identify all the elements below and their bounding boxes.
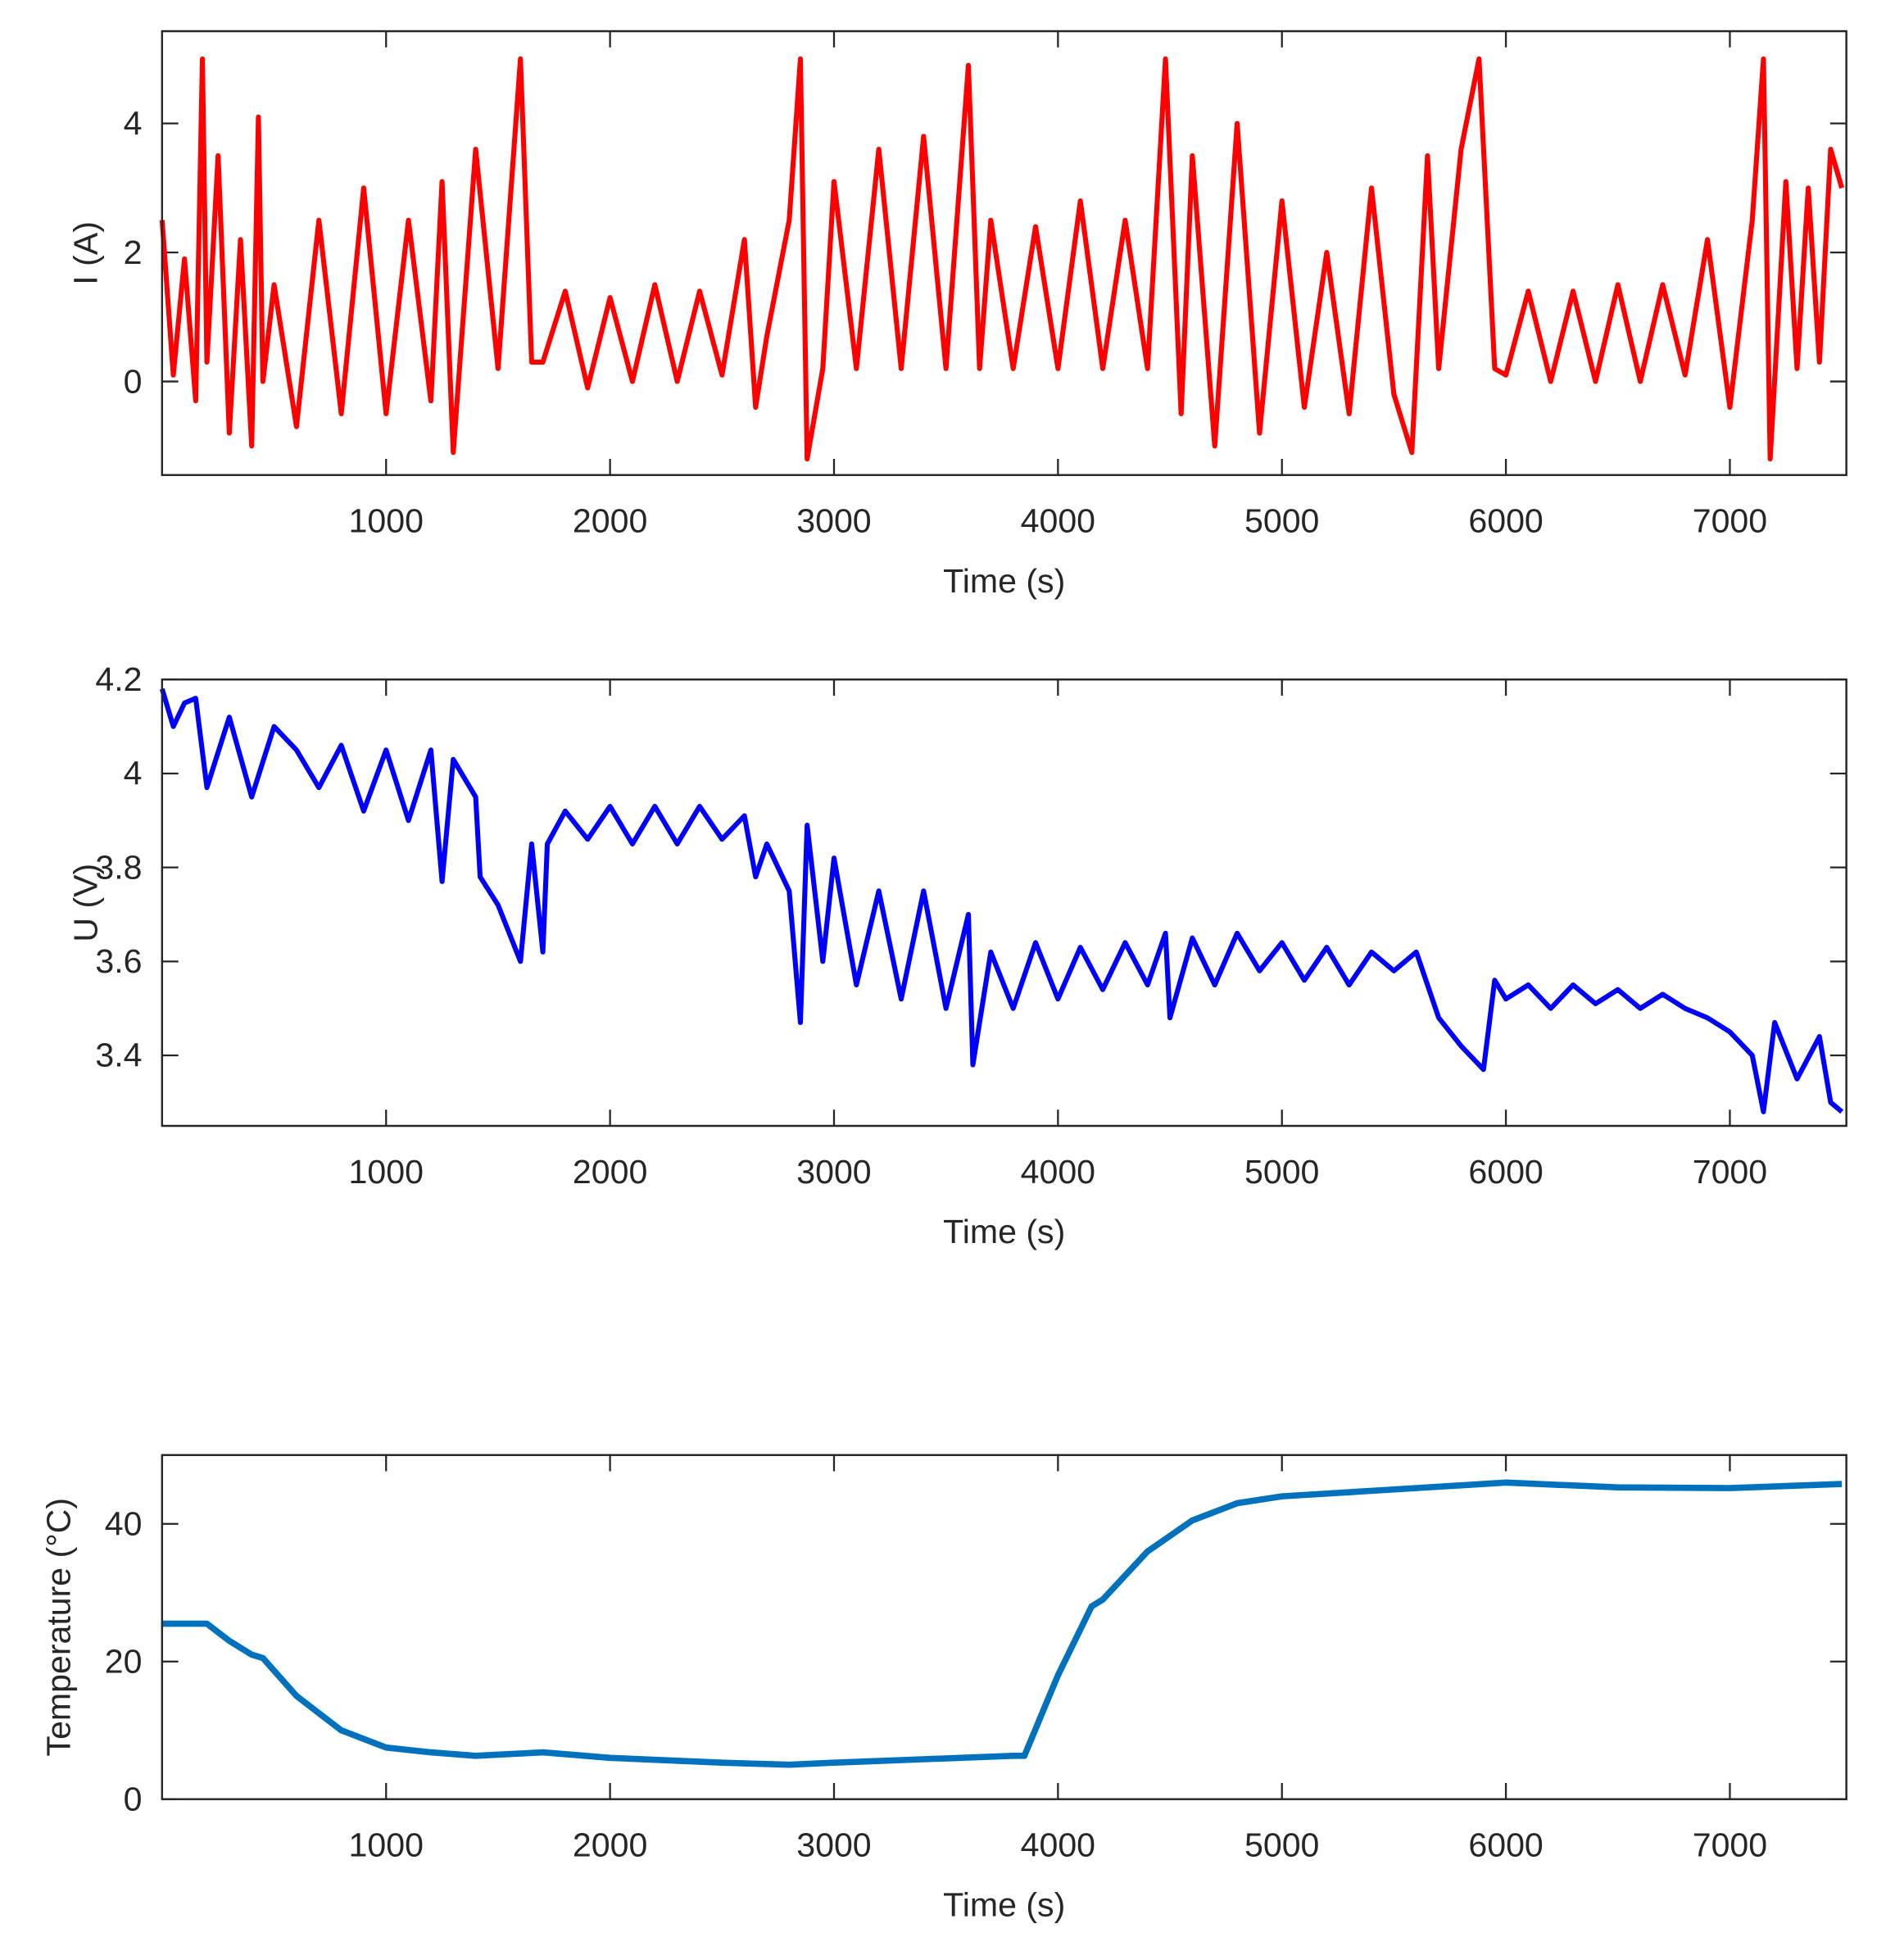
x-tick-label: 4000 (1021, 502, 1095, 540)
x-tick-label: 7000 (1693, 502, 1767, 540)
x-tick-label: 1000 (349, 502, 424, 540)
axes-frame (161, 678, 1847, 1127)
x-tick-label: 6000 (1468, 502, 1543, 540)
x-tick-label: 5000 (1244, 1826, 1319, 1864)
x-tick-label: 6000 (1468, 1153, 1543, 1191)
x-tick-label: 3000 (796, 1826, 871, 1864)
x-tick-label: 1000 (349, 1826, 424, 1864)
y-tick-label: 20 (105, 1642, 143, 1680)
x-tick-label: 4000 (1021, 1826, 1095, 1864)
x-tick-label: 5000 (1244, 502, 1319, 540)
y-axis-label: I (A) (67, 221, 105, 285)
x-tick-label: 1000 (349, 1153, 424, 1191)
x-tick-label: 7000 (1693, 1826, 1767, 1864)
x-axis-label: Time (s) (943, 1886, 1065, 1924)
x-tick-label: 2000 (573, 1153, 647, 1191)
data-line (159, 56, 1845, 462)
x-axis-label: Time (s) (943, 562, 1065, 600)
y-tick-label: 40 (105, 1504, 143, 1542)
y-tick-label: 3.8 (95, 848, 142, 886)
y-tick-label: 3.4 (95, 1037, 142, 1074)
y-tick-label: 0 (124, 1780, 143, 1817)
y-axis-label: U (V) (67, 864, 105, 942)
data-line (159, 687, 1844, 1114)
y-tick-label: 2 (124, 234, 143, 271)
x-tick-label: 2000 (573, 502, 647, 540)
x-tick-label: 3000 (796, 1153, 871, 1191)
axes-frame (161, 29, 1847, 476)
x-tick-label: 2000 (573, 1826, 647, 1864)
y-tick-label: 3.6 (95, 942, 142, 980)
y-tick-label: 4 (124, 104, 143, 142)
x-tick-label: 5000 (1244, 1153, 1319, 1191)
x-axis-label: Time (s) (943, 1213, 1065, 1250)
x-tick-label: 4000 (1021, 1153, 1095, 1191)
axes-box (161, 678, 1847, 1127)
y-tick-label: 4 (124, 755, 143, 792)
y-tick-label: 0 (124, 362, 143, 400)
axes-frame (161, 1454, 1847, 1800)
data-line (161, 1479, 1843, 1768)
x-tick-label: 3000 (796, 502, 871, 540)
y-tick-label: 4.2 (95, 660, 142, 698)
y-axis-label: Temperature (°C) (39, 1498, 77, 1756)
x-tick-label: 7000 (1693, 1153, 1767, 1191)
x-tick-label: 6000 (1468, 1826, 1543, 1864)
